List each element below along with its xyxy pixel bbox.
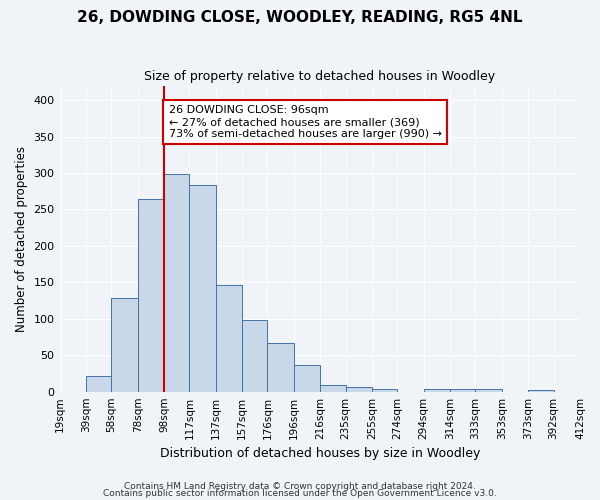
Bar xyxy=(242,320,268,392)
Bar xyxy=(346,388,372,392)
Bar xyxy=(372,389,397,392)
Text: Contains HM Land Registry data © Crown copyright and database right 2024.: Contains HM Land Registry data © Crown c… xyxy=(124,482,476,491)
Bar xyxy=(320,385,346,392)
Text: Contains public sector information licensed under the Open Government Licence v3: Contains public sector information licen… xyxy=(103,490,497,498)
Bar xyxy=(268,343,294,392)
Bar xyxy=(190,184,216,392)
X-axis label: Distribution of detached houses by size in Woodley: Distribution of detached houses by size … xyxy=(160,447,480,460)
Text: 26, DOWDING CLOSE, WOODLEY, READING, RG5 4NL: 26, DOWDING CLOSE, WOODLEY, READING, RG5… xyxy=(77,10,523,25)
Y-axis label: Number of detached properties: Number of detached properties xyxy=(15,146,28,332)
Bar xyxy=(424,389,450,392)
Bar xyxy=(137,200,164,392)
Bar xyxy=(111,298,137,392)
Bar xyxy=(529,390,554,392)
Bar xyxy=(164,174,190,392)
Bar xyxy=(216,286,242,392)
Bar xyxy=(294,364,320,392)
Bar xyxy=(450,389,475,392)
Bar xyxy=(86,376,111,392)
Bar xyxy=(475,390,502,392)
Title: Size of property relative to detached houses in Woodley: Size of property relative to detached ho… xyxy=(144,70,496,83)
Text: 26 DOWDING CLOSE: 96sqm
← 27% of detached houses are smaller (369)
73% of semi-d: 26 DOWDING CLOSE: 96sqm ← 27% of detache… xyxy=(169,106,442,138)
